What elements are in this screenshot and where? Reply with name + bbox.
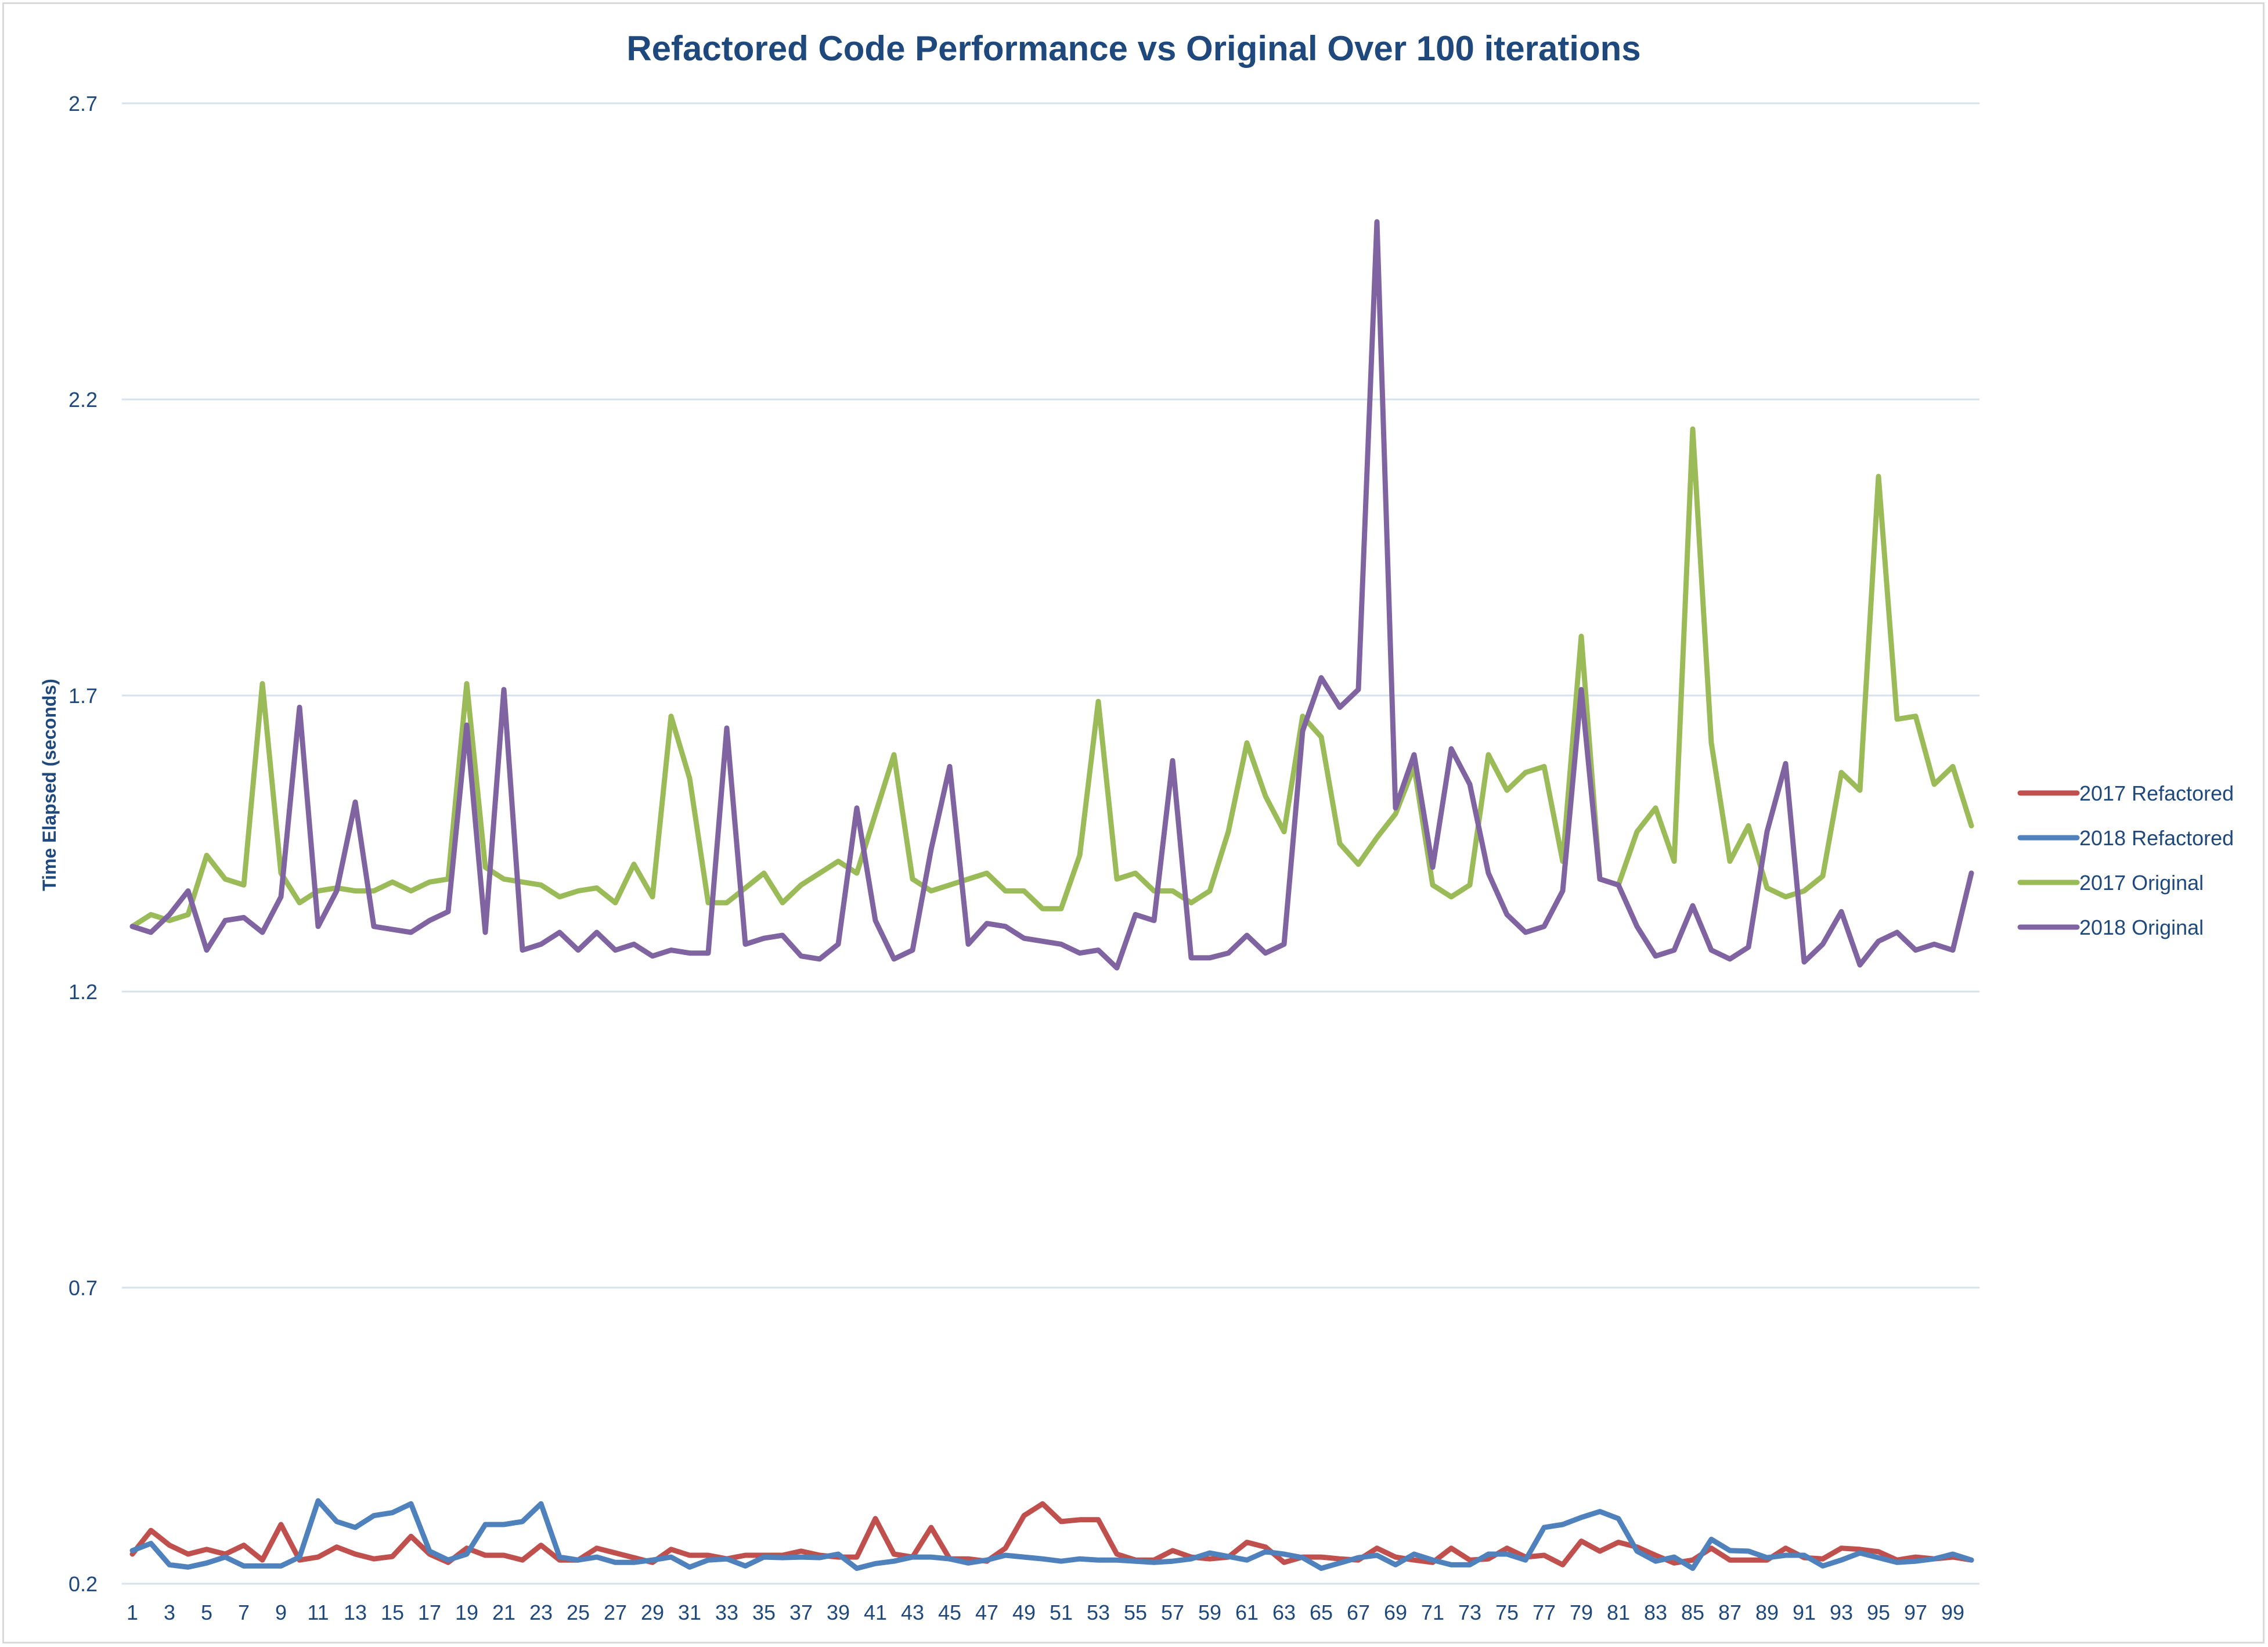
x-tick-label: 85 (1681, 1601, 1704, 1624)
y-tick-label: 2.7 (68, 92, 98, 116)
series-line-2017-original (129, 426, 1974, 929)
x-tick-label: 49 (1012, 1601, 1036, 1624)
y-tick-label: 2.2 (68, 388, 98, 412)
legend-label: 2017 Refactored (2079, 781, 2234, 805)
x-tick-label: 99 (1941, 1601, 1964, 1624)
y-axis-label: Time Elapsed (seconds) (39, 679, 60, 891)
x-tick-label: 15 (381, 1601, 404, 1624)
x-tick-label: 81 (1607, 1601, 1630, 1624)
y-tick-label: 1.2 (68, 980, 98, 1004)
x-tick-label: 17 (418, 1601, 441, 1624)
x-tick-label: 31 (678, 1601, 701, 1624)
x-tick-label: 41 (864, 1601, 887, 1624)
x-tick-label: 39 (827, 1601, 850, 1624)
x-tick-label: 91 (1793, 1601, 1816, 1624)
x-tick-label: 21 (492, 1601, 515, 1624)
y-tick-labels: 0.2 0.7 1.2 1.7 2.2 2.7 (68, 92, 98, 1596)
x-tick-label: 45 (938, 1601, 961, 1624)
x-tick-label: 83 (1644, 1601, 1667, 1624)
x-tick-label: 29 (641, 1601, 664, 1624)
x-tick-label: 93 (1830, 1601, 1853, 1624)
x-tick-label: 97 (1904, 1601, 1927, 1624)
x-tick-label: 69 (1384, 1601, 1407, 1624)
x-tick-label: 55 (1124, 1601, 1147, 1624)
x-tick-label: 33 (715, 1601, 738, 1624)
x-tick-label: 43 (901, 1601, 924, 1624)
x-tick-label: 63 (1272, 1601, 1296, 1624)
legend-label: 2017 Original (2079, 871, 2204, 895)
legend-label: 2018 Refactored (2079, 826, 2234, 850)
series-lines (129, 219, 1974, 1571)
y-tick-label: 0.7 (68, 1276, 98, 1300)
x-tick-label: 35 (752, 1601, 776, 1624)
x-tick-label: 47 (975, 1601, 998, 1624)
x-tick-label: 1 (127, 1601, 138, 1624)
x-tick-label: 11 (307, 1601, 329, 1624)
x-tick-label: 75 (1495, 1601, 1519, 1624)
x-tick-label: 77 (1533, 1601, 1556, 1624)
series-line-2018-original (129, 219, 1974, 971)
x-tick-label: 71 (1421, 1601, 1444, 1624)
legend-label: 2018 Original (2079, 916, 2204, 939)
x-tick-label: 73 (1458, 1601, 1481, 1624)
x-tick-label: 5 (201, 1601, 212, 1624)
x-tick-label: 51 (1050, 1601, 1073, 1624)
y-tick-label: 1.7 (68, 684, 98, 708)
x-tick-label: 25 (567, 1601, 590, 1624)
series-line-2017-refactored (129, 1501, 1974, 1567)
y-tick-label: 0.2 (68, 1572, 98, 1596)
x-tick-label: 7 (238, 1601, 250, 1624)
x-tick-label: 89 (1755, 1601, 1779, 1624)
x-tick-label: 95 (1867, 1601, 1890, 1624)
x-tick-label: 19 (455, 1601, 478, 1624)
x-tick-label: 27 (604, 1601, 627, 1624)
chart-title: Refactored Code Performance vs Original … (626, 29, 1640, 68)
x-tick-labels: 1 3 5 7 9 11 13 15 17 19 21 23 25 27 29 31 33 35 37 39 41 43 4… (127, 1601, 1964, 1624)
x-tick-label: 37 (789, 1601, 813, 1624)
series-line-2018-refactored (129, 1498, 1974, 1571)
x-tick-label: 79 (1570, 1601, 1593, 1624)
x-tick-label: 59 (1198, 1601, 1221, 1624)
x-tick-label: 9 (275, 1601, 287, 1624)
x-tick-label: 23 (529, 1601, 553, 1624)
legend: 2017 Refactored 2018 Refactored 2017 Origi… (2017, 781, 2234, 939)
gridlines (122, 102, 1979, 1585)
x-tick-label: 61 (1235, 1601, 1259, 1624)
x-tick-label: 53 (1087, 1601, 1110, 1624)
x-tick-label: 67 (1347, 1601, 1370, 1624)
x-tick-label: 3 (164, 1601, 175, 1624)
x-tick-label: 65 (1310, 1601, 1333, 1624)
x-tick-label: 57 (1161, 1601, 1184, 1624)
x-tick-label: 13 (344, 1601, 367, 1624)
x-tick-label: 87 (1718, 1601, 1741, 1624)
